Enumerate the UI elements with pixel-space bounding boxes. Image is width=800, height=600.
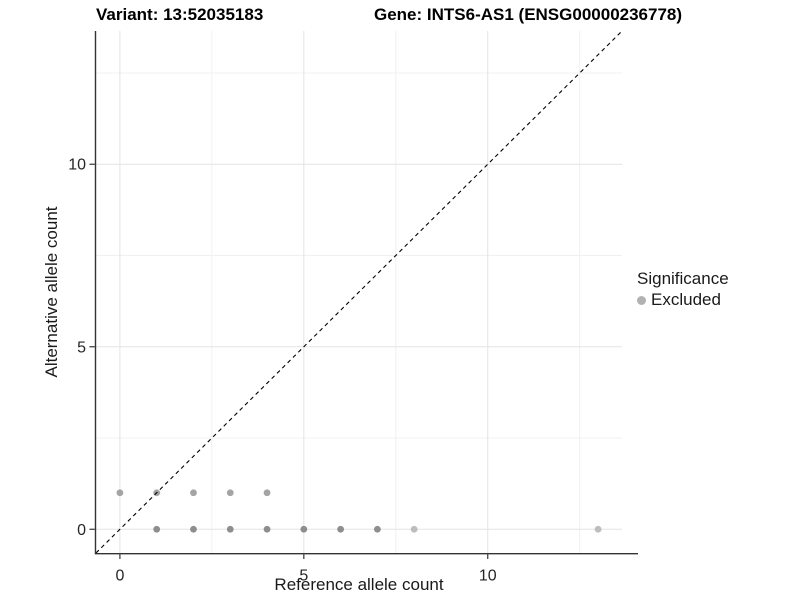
data-point: [594, 525, 602, 533]
data-point: [190, 489, 197, 497]
data-point: [116, 489, 124, 497]
gene-title: Gene: INTS6-AS1 (ENSG00000236778): [374, 5, 683, 24]
data-point: [263, 489, 271, 497]
data-point: [373, 525, 381, 533]
y-tick-label: 5: [77, 339, 86, 356]
data-point: [410, 525, 418, 533]
legend-title: Significance: [637, 269, 729, 288]
data-point: [226, 525, 234, 533]
legend-item-label: Excluded: [651, 290, 721, 309]
x-tick-label: 5: [299, 567, 308, 584]
variant-title: Variant: 13:52035183: [96, 5, 264, 24]
data-point: [263, 525, 271, 533]
x-axis-title: Reference allele count: [274, 575, 444, 594]
legend-point-icon: [637, 295, 646, 305]
y-tick-label: 0: [77, 522, 86, 539]
legend: Significance Excluded: [637, 269, 729, 310]
y-tick-label: 10: [68, 157, 86, 174]
x-tick-label: 0: [115, 567, 124, 584]
data-point: [190, 525, 197, 533]
y-axis-title: Alternative allele count: [42, 206, 61, 378]
data-point: [337, 525, 345, 533]
data-point: [153, 525, 161, 533]
legend-item-excluded: Excluded: [637, 290, 729, 310]
data-point: [300, 525, 308, 533]
x-tick-label: 10: [479, 567, 497, 584]
data-point: [226, 489, 234, 497]
identity-reference-line: [95, 30, 623, 554]
